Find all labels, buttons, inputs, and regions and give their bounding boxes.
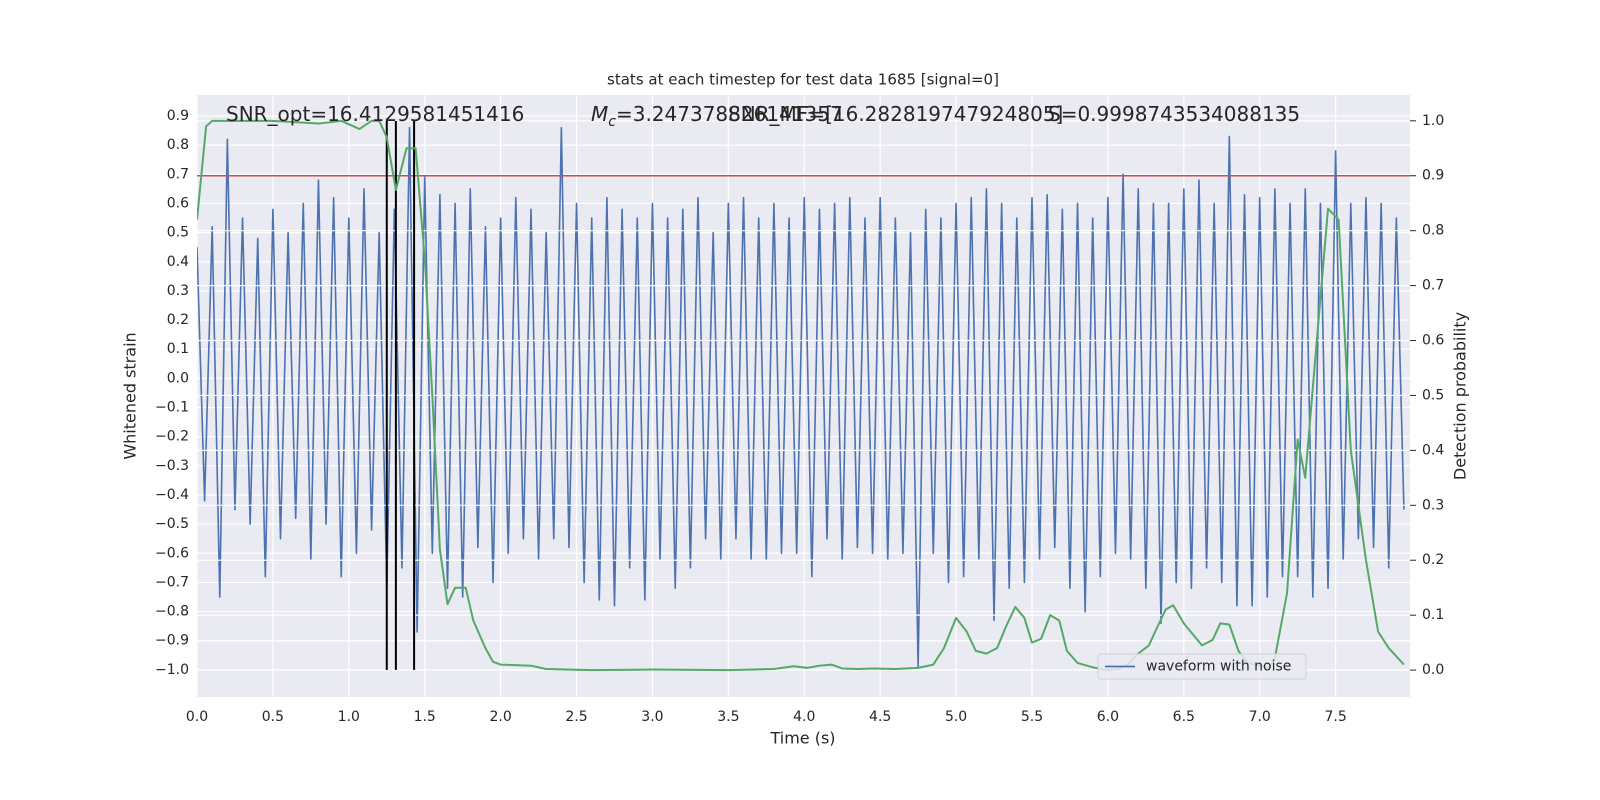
x-tick-label: 2.0: [489, 709, 511, 725]
y-tick-label: −0.6: [155, 545, 189, 561]
x-tick-label: 1.0: [338, 709, 360, 725]
y-tick-label: −1.0: [155, 662, 189, 678]
x-tick-label: 0.5: [262, 709, 284, 725]
y-tick-label: −0.3: [155, 458, 189, 474]
y2-tick-label: 0.5: [1422, 387, 1444, 403]
x-tick-label: 5.0: [945, 709, 967, 725]
y2-tick-label: 0.4: [1422, 442, 1444, 458]
y-tick-label: 0.2: [167, 312, 189, 328]
x-tick-label: 4.0: [793, 709, 815, 725]
y-tick-label: −0.5: [155, 516, 189, 532]
y-tick-label: −0.8: [155, 604, 189, 620]
x-tick-label: 3.5: [717, 709, 739, 725]
annotation: S=0.9998743534088135: [1048, 102, 1300, 126]
overlay-layer: SNR_opt=16.4129581451416 Mc=3.24737882614…: [226, 102, 1307, 680]
annotation-text: SNR_MF=[16.282819747924805]: [728, 102, 1063, 126]
y-tick-label: 0.6: [167, 195, 189, 211]
y2-tick-label: 0.6: [1422, 333, 1444, 349]
annotation-text: SNR_opt=16.4129581451416: [226, 102, 524, 126]
y2-axis-label: Detection probability: [1451, 312, 1470, 480]
annotation-subscript: c: [608, 114, 616, 130]
y-tick-label: −0.1: [155, 400, 189, 416]
y2-tick-label: 0.0: [1422, 662, 1444, 678]
x-tick-label: 6.0: [1097, 709, 1119, 725]
legend: waveform with noise: [1097, 653, 1307, 680]
y-tick-label: 0.4: [167, 254, 189, 270]
legend-box: [1097, 653, 1307, 680]
series-line: [197, 126, 1405, 668]
y-tick-label: 0.5: [167, 225, 189, 241]
y-tick-label: −0.9: [155, 633, 189, 649]
annotation-text: =3.247378826141357: [616, 102, 843, 126]
y-tick-label: 0.7: [167, 166, 189, 182]
legend-label: waveform with noise: [1146, 659, 1291, 675]
annotation-symbol: M: [591, 102, 608, 126]
y2-tick-label: 0.8: [1422, 223, 1444, 239]
y2-tick-label: 0.3: [1422, 497, 1444, 513]
x-tick-label: 4.5: [869, 709, 891, 725]
annotation-text: S=0.9998743534088135: [1048, 102, 1300, 126]
x-tick-label: 7.0: [1249, 709, 1271, 725]
x-tick-label: 3.0: [641, 709, 663, 725]
y2-tick-label: 0.9: [1422, 168, 1444, 184]
annotation: SNR_MF=[16.282819747924805]: [728, 102, 1063, 126]
annotation: Mc=3.247378826141357: [591, 102, 843, 130]
y2-tick-label: 0.1: [1422, 607, 1444, 623]
y-tick-label: −0.4: [155, 487, 189, 503]
x-tick-label: 0.0: [186, 709, 208, 725]
x-tick-label: 7.5: [1324, 709, 1346, 725]
y-tick-label: 0.8: [167, 137, 189, 153]
plot-layer: [197, 95, 1410, 697]
y2-tick-label: 0.2: [1422, 552, 1444, 568]
x-tick-label: 5.5: [1021, 709, 1043, 725]
y-tick-label: −0.7: [155, 574, 189, 590]
y-tick-label: −0.2: [155, 429, 189, 445]
chart-title: stats at each timestep for test data 168…: [607, 71, 999, 89]
x-axis-label: Time (s): [769, 729, 835, 748]
y-tick-label: 0.0: [167, 370, 189, 386]
y2-tick-label: 1.0: [1422, 113, 1444, 129]
x-tick-label: 2.5: [565, 709, 587, 725]
y2-tick-label: 0.7: [1422, 278, 1444, 294]
annotation: SNR_opt=16.4129581451416: [226, 102, 524, 126]
x-tick-label: 6.5: [1173, 709, 1195, 725]
y-tick-label: 0.3: [167, 283, 189, 299]
y-tick-label: 0.9: [167, 108, 189, 124]
y-tick-label: 0.1: [167, 341, 189, 357]
y-axis-label: Whitened strain: [121, 332, 140, 459]
x-tick-label: 1.5: [414, 709, 436, 725]
